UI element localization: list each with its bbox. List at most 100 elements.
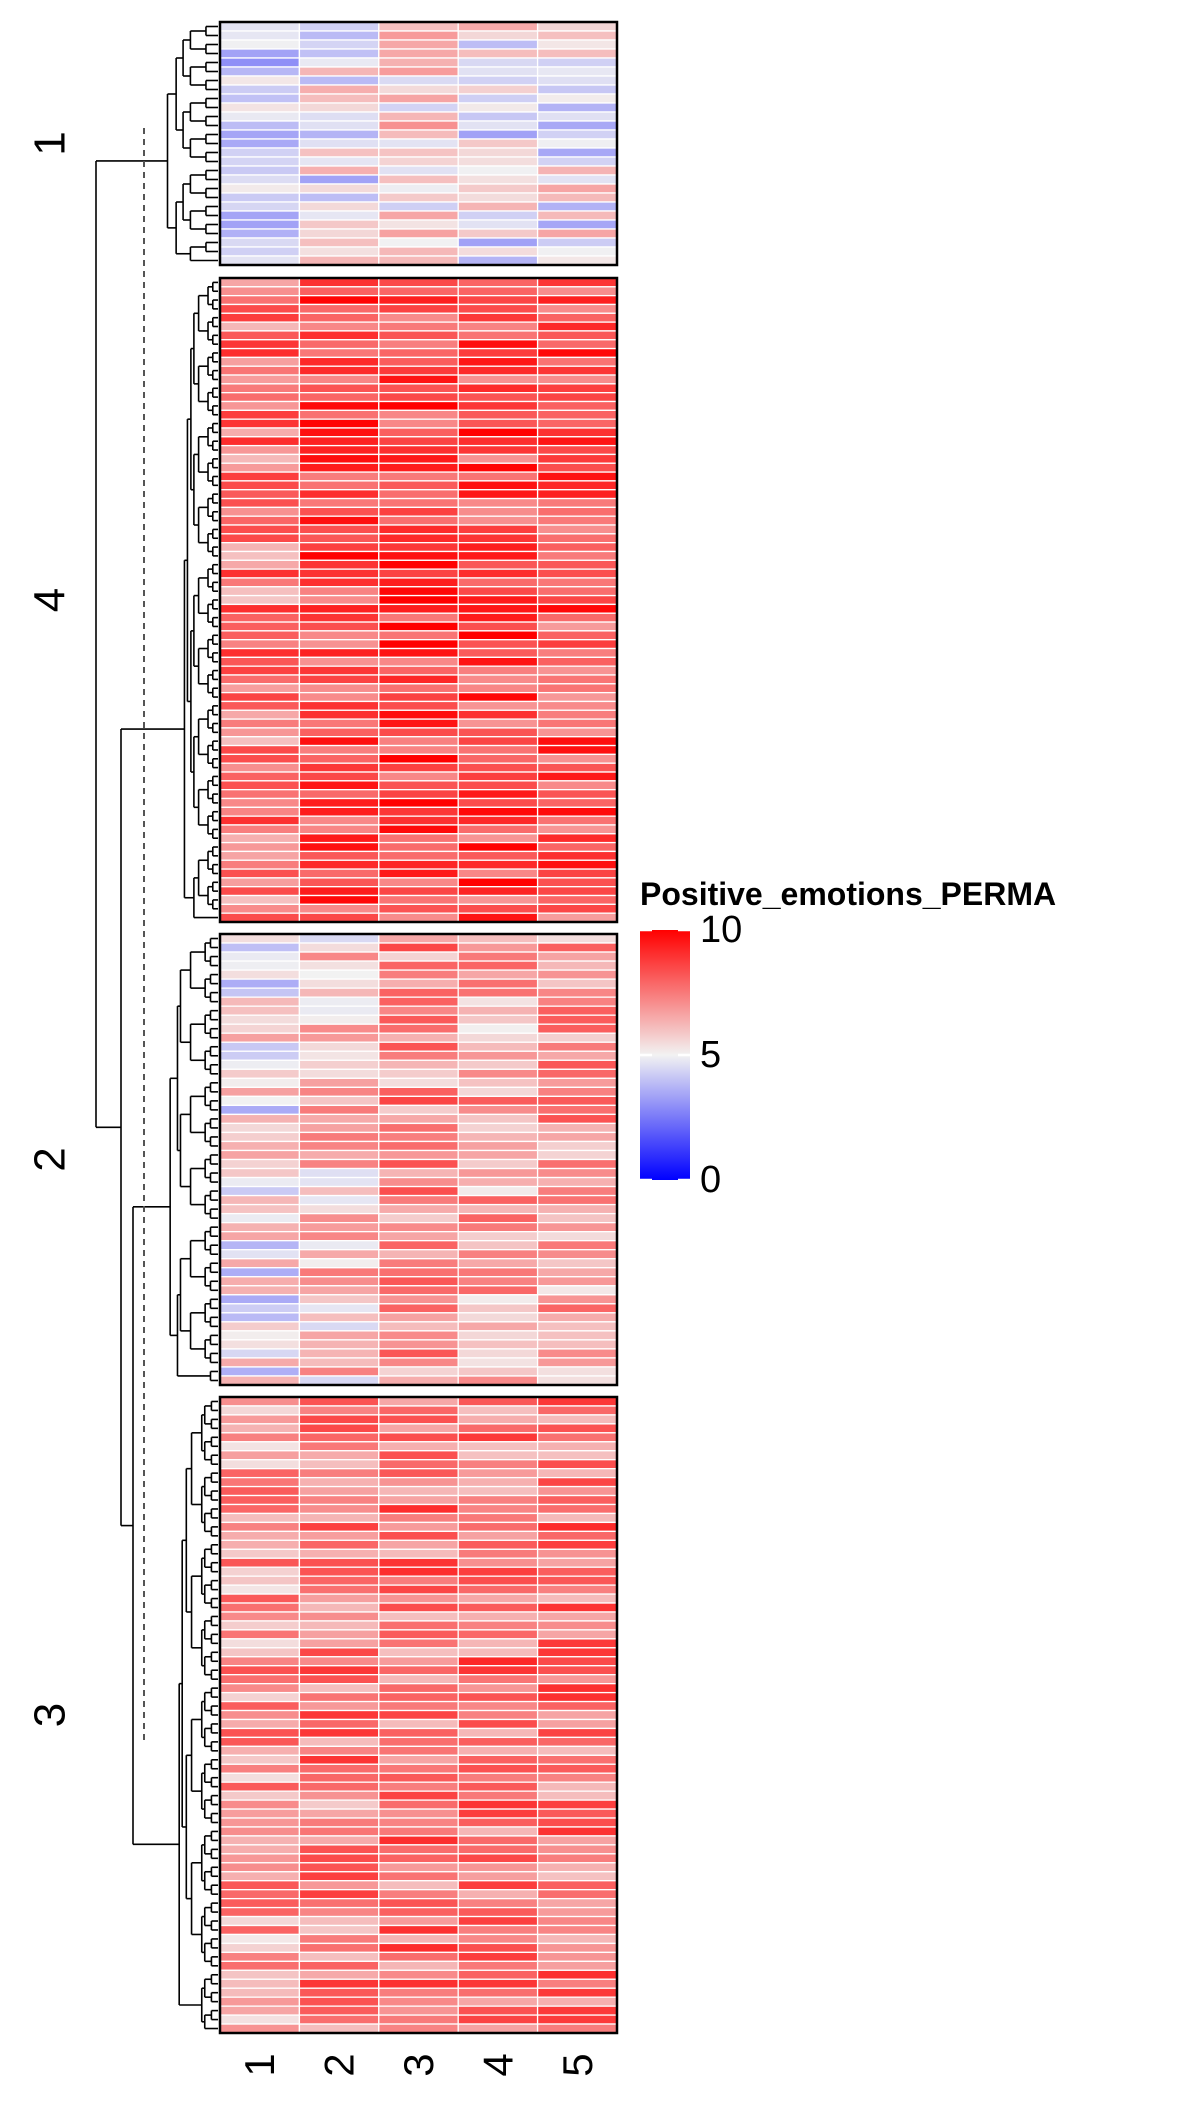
heatmap-cell bbox=[378, 1258, 459, 1269]
heatmap-cell bbox=[378, 1050, 459, 1061]
heatmap-cell bbox=[378, 1396, 459, 1407]
heatmap-cell bbox=[378, 933, 459, 944]
heatmap-cell bbox=[378, 1476, 459, 1488]
heatmap-cell bbox=[457, 1258, 539, 1269]
heatmap-cell bbox=[536, 1167, 618, 1179]
heatmap-cell bbox=[219, 1539, 301, 1550]
heatmap-cell bbox=[457, 1996, 539, 2007]
heatmap-cell bbox=[457, 1032, 539, 1043]
heatmap-cell bbox=[298, 1059, 380, 1070]
heatmap-cell bbox=[298, 815, 380, 826]
heatmap-cell bbox=[536, 1503, 618, 1515]
heatmap-cell bbox=[298, 356, 380, 367]
heatmap-cell bbox=[219, 1032, 301, 1043]
heatmap-cell bbox=[536, 57, 618, 68]
heatmap-cell bbox=[536, 639, 618, 650]
heatmap-cell bbox=[457, 1683, 539, 1694]
heatmap-cell bbox=[219, 21, 301, 32]
heatmap-cell bbox=[457, 1924, 539, 1936]
heatmap-cell bbox=[298, 630, 380, 641]
heatmap-cell bbox=[457, 894, 539, 906]
heatmap-cell bbox=[219, 237, 301, 248]
heatmap-cell bbox=[219, 894, 301, 906]
heatmap-cell bbox=[536, 1441, 618, 1452]
heatmap-cell bbox=[536, 237, 618, 248]
heatmap-cell bbox=[298, 165, 380, 176]
row-cluster-1 bbox=[218, 20, 619, 267]
heatmap-cell bbox=[219, 1459, 301, 1470]
heatmap-cell bbox=[536, 1512, 618, 1524]
heatmap-cell bbox=[536, 1294, 618, 1305]
heatmap-cell bbox=[536, 462, 618, 473]
heatmap-cell bbox=[219, 1924, 301, 1936]
heatmap-cell bbox=[536, 1548, 618, 1559]
heatmap-cell bbox=[298, 480, 380, 491]
heatmap-cell bbox=[219, 1647, 301, 1658]
heatmap-cell bbox=[378, 1014, 459, 1025]
heatmap-cell bbox=[457, 1835, 539, 1846]
heatmap-cell bbox=[298, 246, 380, 257]
heatmap-cell bbox=[219, 762, 301, 773]
heatmap-cell bbox=[378, 1602, 459, 1613]
heatmap-cell bbox=[298, 409, 380, 420]
heatmap-cell bbox=[219, 960, 301, 971]
heatmap-cell bbox=[298, 1140, 380, 1152]
heatmap-cell bbox=[378, 1996, 459, 2007]
heatmap-cell bbox=[536, 1240, 618, 1251]
heatmap-cell bbox=[219, 383, 301, 394]
heatmap-cell bbox=[536, 736, 618, 747]
heatmap-cell bbox=[457, 1727, 539, 1739]
heatmap-cell bbox=[298, 978, 380, 989]
heatmap-cell bbox=[536, 586, 618, 597]
heatmap-cell bbox=[378, 780, 459, 791]
heatmap-cell bbox=[219, 228, 301, 239]
heatmap-cell bbox=[378, 255, 459, 266]
heatmap-cell bbox=[457, 1557, 539, 1568]
heatmap-cell bbox=[457, 1149, 539, 1161]
heatmap-cell bbox=[298, 700, 380, 711]
heatmap-cell bbox=[457, 2014, 539, 2025]
heatmap-cell bbox=[457, 1674, 539, 1685]
heatmap-cell bbox=[457, 639, 539, 650]
heatmap-cell bbox=[536, 1194, 618, 1206]
heatmap-cell bbox=[298, 1826, 380, 1837]
heatmap-cell bbox=[298, 506, 380, 517]
heatmap-cell bbox=[378, 1441, 459, 1452]
heatmap-cell bbox=[378, 612, 459, 623]
heatmap-cell bbox=[457, 683, 539, 694]
heatmap-cell bbox=[219, 192, 301, 203]
heatmap-cell bbox=[378, 771, 459, 782]
heatmap-cell bbox=[378, 1512, 459, 1524]
heatmap-cell bbox=[378, 1068, 459, 1079]
heatmap-cell bbox=[298, 201, 380, 212]
heatmap-cell bbox=[536, 1357, 618, 1368]
heatmap-cell bbox=[536, 1566, 618, 1577]
heatmap-cell bbox=[457, 736, 539, 747]
heatmap-cell bbox=[219, 1817, 301, 1828]
heatmap-cell bbox=[378, 833, 459, 844]
heatmap-cell bbox=[298, 48, 380, 59]
heatmap-cell bbox=[457, 1468, 539, 1479]
heatmap-cell bbox=[536, 374, 618, 385]
heatmap-cell bbox=[536, 1978, 618, 1989]
heatmap-cell bbox=[536, 1330, 618, 1341]
heatmap-cell bbox=[298, 286, 380, 297]
heatmap-cell bbox=[298, 1095, 380, 1107]
heatmap-cell bbox=[298, 1871, 380, 1882]
heatmap-cell bbox=[298, 656, 380, 667]
heatmap-cell bbox=[378, 1140, 459, 1152]
heatmap-cell bbox=[219, 951, 301, 962]
heatmap-cell bbox=[536, 709, 618, 720]
heatmap-cell bbox=[219, 418, 301, 429]
heatmap-cell bbox=[536, 1808, 618, 1819]
heatmap-cell bbox=[457, 806, 539, 817]
heatmap-cell bbox=[298, 1754, 380, 1765]
heatmap-cell bbox=[378, 1772, 459, 1783]
heatmap-cell bbox=[378, 1357, 459, 1368]
heatmap-cell bbox=[536, 1032, 618, 1043]
heatmap-cell bbox=[219, 630, 301, 641]
heatmap-cell bbox=[298, 594, 380, 606]
heatmap-cell bbox=[457, 586, 539, 597]
heatmap-cell bbox=[298, 996, 380, 1007]
heatmap-cell bbox=[219, 1339, 301, 1350]
